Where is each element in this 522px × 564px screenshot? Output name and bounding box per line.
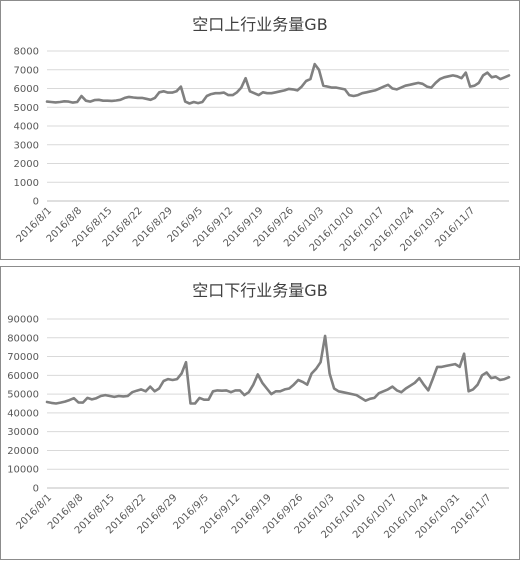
chart-panel-download: 空口下行业务量GB 0 10000 20000 30000 40000 50000 6000… [0,266,520,560]
y-tick-label: 2000 [14,159,39,170]
y-tick-label: 0 [33,484,39,495]
chart-panel-upload: 空口上行业务量GB 0 1000 2000 3000 4000 5000 6000 7000 8… [0,0,520,260]
y-tick-label: 8000 [14,47,39,58]
upload-chart-svg: 0100020003000400050006000700080002016/8/… [14,47,511,254]
y-tick-label: 3000 [14,140,39,151]
y-tick-label: 40000 [7,408,39,419]
series-line [45,62,511,105]
series-line [45,334,511,405]
y-tick-label: 6000 [14,84,39,95]
y-tick-label: 10000 [7,465,39,476]
y-tick-label: 4000 [14,122,39,133]
y-tick-label: 0 [33,197,39,208]
y-tick-label: 20000 [7,446,39,457]
y-tick-label: 30000 [7,427,39,438]
y-tick-label: 7000 [14,65,39,76]
y-tick-label: 70000 [7,352,39,363]
download-chart-svg: 0 10000 20000 30000 40000 50000 60000 70000 8000… [7,315,511,541]
y-tick-label: 60000 [7,371,39,382]
y-tick-label: 90000 [7,315,39,326]
chart-title: 空口下行业务量GB [192,281,328,300]
y-tick-label: 80000 [7,333,39,344]
y-tick-label: 50000 [7,390,39,401]
chart-title: 空口上行业务量GB [192,15,328,34]
y-tick-label: 1000 [14,178,39,189]
y-tick-label: 5000 [14,103,39,114]
